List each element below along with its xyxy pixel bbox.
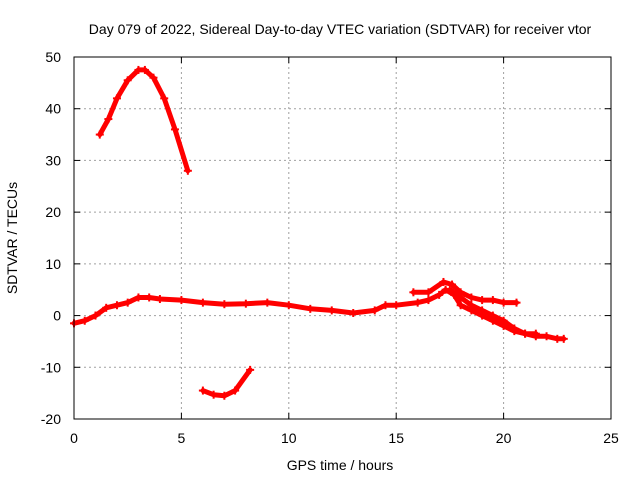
data-point	[198, 298, 207, 307]
data-point	[160, 94, 169, 103]
data-point	[123, 76, 132, 85]
data-point	[559, 334, 568, 343]
y-tick-label: 20	[45, 204, 61, 220]
data-point	[381, 301, 390, 310]
data-point	[370, 306, 379, 315]
data-point	[512, 298, 521, 307]
data-point	[424, 296, 433, 305]
data-point	[170, 125, 179, 134]
x-axis-title: GPS time / hours	[287, 457, 394, 473]
y-axis-title: SDTVAR / TECUs	[4, 182, 20, 294]
data-point	[220, 391, 229, 400]
data-point	[91, 311, 100, 320]
data-point	[542, 332, 551, 341]
data-point	[104, 115, 113, 124]
y-tick-label: -10	[41, 359, 61, 375]
data-point	[445, 285, 454, 294]
data-point	[123, 298, 132, 307]
data-point	[246, 365, 255, 374]
data-point	[80, 316, 89, 325]
data-point	[140, 65, 149, 74]
data-point	[177, 296, 186, 305]
y-tick-label: -20	[41, 411, 61, 427]
data-point	[149, 73, 158, 82]
data-point	[198, 386, 207, 395]
y-tick-label: 0	[53, 308, 61, 324]
x-tick-label: 25	[603, 430, 619, 446]
data-point	[95, 130, 104, 139]
series-arc-high	[97, 67, 191, 174]
series-upper-segment	[410, 279, 519, 306]
data-point	[413, 298, 422, 307]
y-tick-label: 10	[45, 256, 61, 272]
data-point	[488, 296, 497, 305]
data-point	[112, 94, 121, 103]
data-point	[456, 301, 465, 310]
x-tick-label: 15	[388, 430, 404, 446]
plot-frame	[73, 56, 612, 420]
x-tick-label: 0	[70, 430, 78, 446]
data-point	[478, 306, 487, 315]
data-point	[349, 308, 358, 317]
y-tick-label: 50	[45, 49, 61, 65]
data-point	[306, 304, 315, 313]
x-tick-label: 20	[496, 430, 512, 446]
data-point	[183, 166, 192, 175]
data-point	[478, 296, 487, 305]
data-point	[448, 280, 457, 289]
data-point	[220, 300, 229, 309]
data-point	[155, 295, 164, 304]
chart-title: Day 079 of 2022, Sidereal Day-to-day VTE…	[89, 21, 592, 37]
x-tick-label: 5	[178, 430, 186, 446]
data-point	[145, 293, 154, 302]
data-point	[499, 316, 508, 325]
data-point	[284, 301, 293, 310]
data-point	[392, 301, 401, 310]
data-point	[424, 288, 433, 297]
data-point	[488, 311, 497, 320]
x-tick-label: 10	[281, 430, 297, 446]
data-point	[499, 298, 508, 307]
tick-layer: 0 5 10 15 20 25 -20 -10 0 10 20 30 40 50	[41, 49, 619, 446]
data-point	[467, 301, 476, 310]
data-point	[241, 299, 250, 308]
data-point	[456, 293, 465, 302]
data-point	[521, 329, 530, 338]
data-point	[467, 293, 476, 302]
data-point	[112, 301, 121, 310]
data-point	[327, 306, 336, 315]
y-tick-label: 30	[45, 152, 61, 168]
data-point	[209, 390, 218, 399]
data-point	[510, 324, 519, 333]
data-point	[134, 293, 143, 302]
data-point	[409, 288, 418, 297]
data-point	[102, 303, 111, 312]
y-tick-label: 40	[45, 101, 61, 117]
grid-layer	[74, 57, 611, 419]
series-layer	[70, 65, 568, 400]
data-point	[435, 290, 444, 299]
data-point	[439, 277, 448, 286]
data-point	[263, 298, 272, 307]
series-arc-low	[200, 367, 253, 399]
data-point	[531, 329, 540, 338]
data-point	[231, 386, 240, 395]
